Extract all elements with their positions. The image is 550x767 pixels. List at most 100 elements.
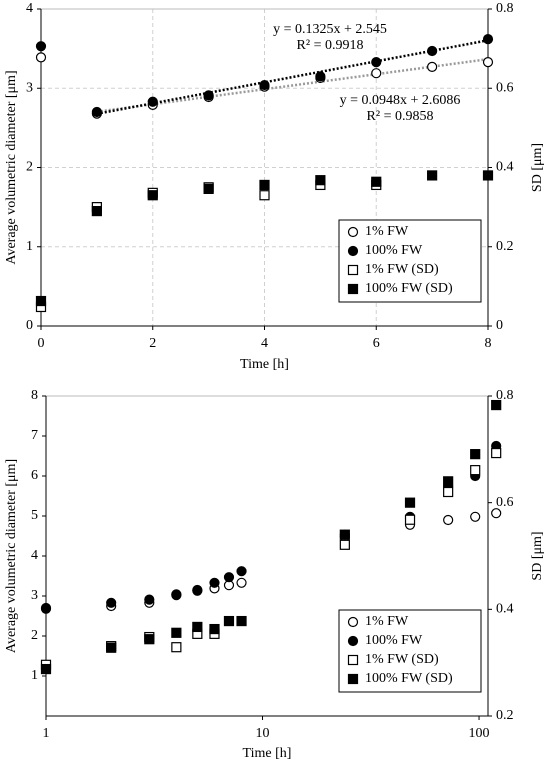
y2-tick-label: 0.6 [496,495,514,510]
point [371,176,382,187]
point [106,597,117,608]
trendline [96,57,489,113]
x-tick-label: 4 [261,336,268,351]
point [482,34,494,45]
point [482,56,494,68]
y2-tick-label: 0.2 [496,239,514,254]
y2-tick-label: 0.8 [496,388,514,403]
trend-equation: y = 0.0948x + 2.6086 [340,93,461,108]
point [427,170,438,181]
point [209,577,220,588]
legend-marker [347,264,359,276]
point [223,572,235,583]
point [371,68,382,79]
y2-axis-label: SD [μm] [530,143,545,192]
point [339,529,350,540]
y-axis-label: Average volumetric diameter [μm] [4,459,19,653]
point [171,589,182,600]
x-tick-label: 0 [38,336,45,351]
legend-box [338,609,482,693]
point [470,449,481,460]
legend-label: 1% FW (SD) [365,652,439,667]
legend-label: 100% FW (SD) [365,671,453,686]
legend-label: 100% FW [365,243,423,258]
y-tick-label: 7 [31,428,38,443]
y-tick-label: 3 [31,588,38,603]
y-tick-label: 1 [31,668,38,683]
legend-label: 1% FW [365,224,409,239]
x-tick-label: 8 [485,336,492,351]
y2-tick-label: 0 [496,318,503,333]
point [147,190,158,201]
legend-label: 100% FW [365,633,423,648]
y-tick-label: 8 [31,388,38,403]
trend-equation: y = 0.1325x + 2.545 [273,22,387,37]
y-tick-label: 4 [26,1,33,16]
y-tick-label: 3 [26,80,33,95]
trend-r2: R² = 0.9858 [367,109,434,124]
legend-marker [347,673,359,685]
y-tick-label: 4 [31,548,38,563]
y-tick-label: 5 [31,508,38,523]
point [491,447,502,459]
point [259,179,270,191]
legend-marker [347,226,359,238]
y-tick-label: 6 [31,468,38,483]
y-tick-label: 1 [26,239,33,254]
point [315,71,326,82]
point [443,514,454,526]
y2-tick-label: 0.8 [496,1,514,16]
y2-tick-label: 0.4 [496,160,514,175]
point [427,45,438,57]
x-tick-label: 10 [256,726,270,741]
point [91,106,102,118]
point [144,634,155,645]
trend-r2: R² = 0.9918 [297,38,364,53]
x-tick-label: 1 [43,726,50,741]
y-tick-label: 2 [31,628,38,643]
point [236,577,247,588]
point [404,497,416,508]
point [491,399,502,411]
y2-tick-label: 0.4 [496,602,514,617]
x-tick-label: 100 [469,726,490,741]
point [339,539,350,550]
point [404,514,416,525]
point [35,52,47,63]
point [209,623,220,635]
point [259,190,270,201]
point [470,465,481,476]
point [40,602,52,614]
point [35,41,47,52]
legend-marker [347,635,359,647]
point [443,486,454,498]
y2-tick-label: 0.2 [496,708,514,723]
point [171,642,182,653]
y-axis-label: Average volumetric diameter [μm] [4,70,19,264]
x-tick-label: 2 [149,336,156,351]
point [470,511,481,522]
point [443,476,454,487]
y2-axis-label: SD [μm] [530,531,545,580]
point [203,90,214,101]
legend-label: 1% FW [365,614,409,629]
legend-label: 100% FW (SD) [365,281,453,296]
point [203,183,214,194]
point [427,61,438,72]
legend-marker [347,654,359,666]
point [40,663,52,675]
x-tick-label: 6 [373,336,380,351]
point [223,615,235,627]
point [491,508,502,519]
point [91,205,102,217]
point [236,566,247,577]
y2-tick-label: 0.6 [496,80,514,95]
y-tick-label: 2 [26,160,33,175]
point [192,584,203,596]
point [482,170,494,181]
legend-box [338,219,482,303]
point [144,594,155,605]
point [171,627,182,638]
point [106,642,117,653]
